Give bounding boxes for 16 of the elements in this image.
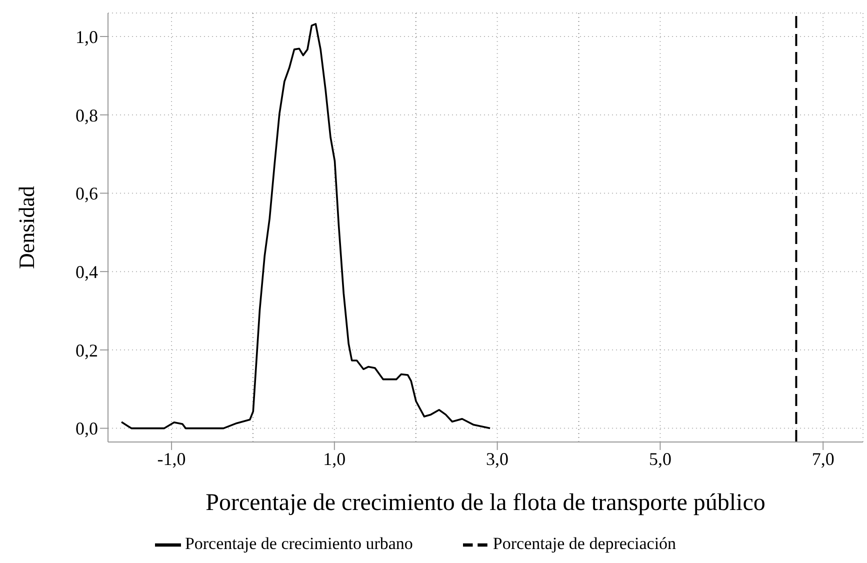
- legend-label: Porcentaje de depreciación: [492, 534, 676, 553]
- x-tick-label: 1,0: [323, 448, 346, 469]
- x-tick-label: 5,0: [648, 448, 672, 469]
- x-tick-label: -1,0: [157, 448, 186, 469]
- y-tick-label: 0,2: [76, 340, 98, 360]
- x-tick-label: 3,0: [486, 448, 509, 469]
- y-axis-title: Densidad: [14, 186, 39, 270]
- x-tick-label: 7,0: [812, 448, 834, 469]
- y-tick-label: 0,4: [76, 262, 98, 282]
- y-tick-label: 1,0: [76, 26, 98, 47]
- y-tick-label: 0,8: [76, 105, 98, 126]
- line-series: [120, 23, 491, 430]
- y-tick-label: 0,6: [76, 184, 98, 204]
- y-tick-label: 0,0: [76, 418, 98, 439]
- legend-label: Porcentaje de crecimiento urbano: [184, 534, 413, 553]
- x-axis-title: Porcentaje de crecimiento de la flota de transporte público: [206, 490, 766, 516]
